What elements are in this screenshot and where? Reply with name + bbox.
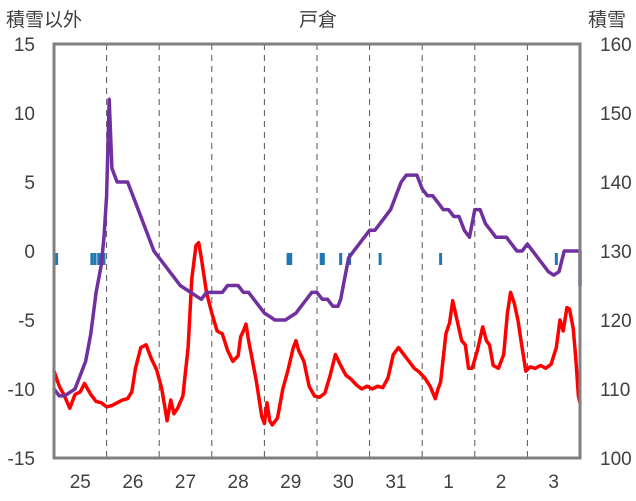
x-tick-label: 27 [175,472,196,493]
x-tick-label: 30 [333,472,354,493]
left-tick-label: -15 [8,449,35,470]
x-tick-label: 31 [385,472,406,493]
temperature-line [52,240,582,427]
right-tick-label: 150 [600,104,632,125]
precipitation-mark [97,253,101,265]
gridlines [106,44,528,458]
precipitation-mark [93,253,97,265]
right-tick-label: 130 [600,242,632,263]
snow-depth-line [52,97,582,398]
x-tick-label: 26 [122,472,143,493]
series-lines [52,97,582,427]
precipitation-mark [378,253,382,265]
right-tick-label: 110 [600,380,630,401]
left-tick-label: -5 [18,311,35,332]
x-tick-label: 3 [548,472,559,493]
x-tick-label: 1 [443,472,454,493]
left-tick-label: 0 [24,242,35,263]
left-tick-label: 10 [14,104,35,125]
left-tick-label: 5 [24,173,35,194]
precipitation-mark [439,253,443,265]
right-tick-label: 120 [600,311,632,332]
precipitation-mark [102,253,106,265]
x-tick-label: 2 [496,472,507,493]
precipitation-marks [55,253,558,265]
x-tick-label: 29 [280,472,301,493]
right-tick-labels: 160 150 140 130 120 110 100 [600,35,632,470]
left-tick-label: 15 [14,35,35,56]
precipitation-mark [321,253,325,265]
x-tick-labels: 25 26 27 28 29 30 31 1 2 3 [70,472,559,493]
precipitation-mark [289,253,293,265]
precipitation-mark [319,253,323,265]
x-tick-label: 28 [228,472,249,493]
precipitation-mark [286,253,290,265]
precipitation-mark [55,253,59,265]
precipitation-mark [90,253,94,265]
left-tick-labels: 15 10 5 0 -5 -10 -15 [8,35,35,470]
right-tick-label: 140 [600,173,632,194]
precipitation-mark [339,253,343,265]
chart-title: 戸倉 [299,9,337,31]
left-axis-label: 積雪以外 [6,9,82,31]
precipitation-mark [554,253,558,265]
right-tick-label: 160 [600,35,632,56]
x-tick-label: 25 [70,472,91,493]
right-axis-label: 積雪 [588,9,626,31]
right-tick-label: 100 [600,449,632,470]
plot-frame [52,42,582,460]
left-tick-label: -10 [8,380,35,401]
